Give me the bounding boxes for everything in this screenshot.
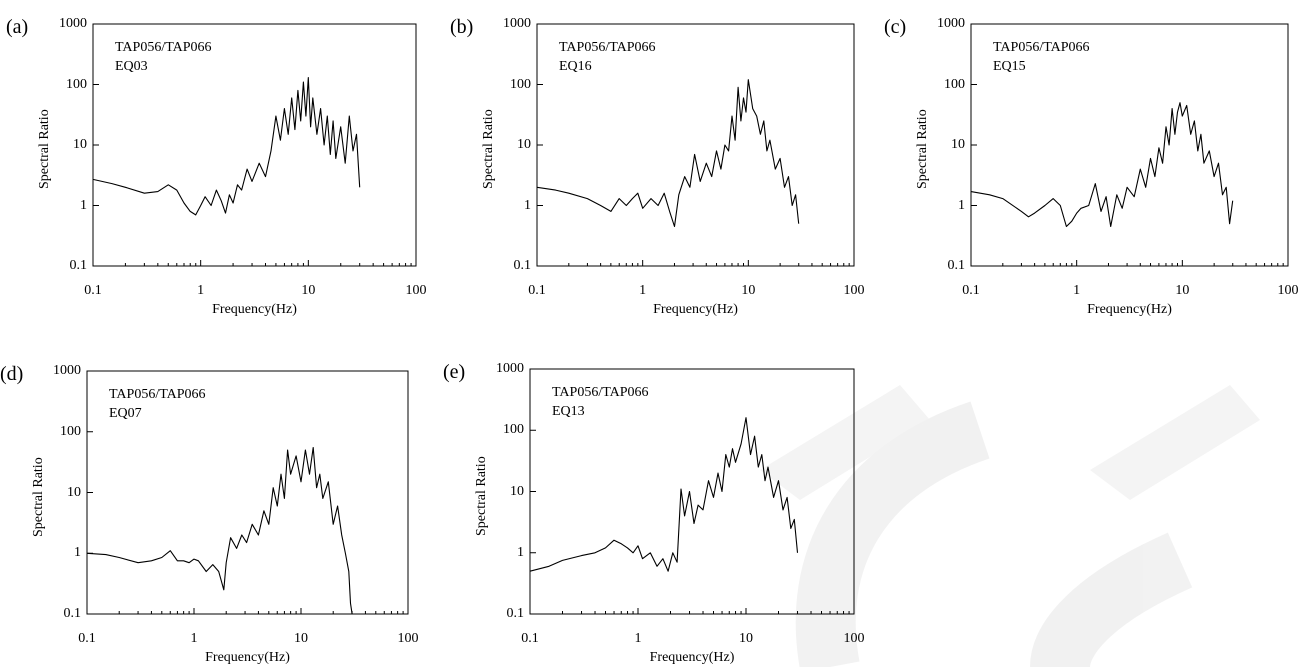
x-tick-label: 100 (843, 631, 865, 646)
x-tick-label: 0.1 (78, 631, 96, 646)
y-tick-label: 100 (944, 76, 965, 92)
x-tick-label: 10 (301, 283, 316, 298)
spectral-ratio-line (86, 446, 353, 615)
y-tick-label: 1000 (503, 16, 531, 31)
event-label: EQ15 (993, 59, 1026, 74)
panel-label: (b) (450, 16, 474, 38)
x-tick-label: 10 (1175, 283, 1190, 298)
y-tick-label: 0.1 (947, 258, 966, 273)
y-tick-label: 1 (74, 545, 81, 561)
panel-label: (d) (0, 363, 24, 385)
spectral-ratio-line (536, 79, 800, 228)
x-tick-label: 1 (634, 631, 642, 646)
y-tick-label: 1000 (59, 16, 87, 31)
y-tick-label: 0.1 (63, 606, 82, 621)
x-tick-label: 1 (1073, 283, 1081, 298)
y-tick-label: 10 (510, 483, 524, 499)
annotation-text: TAP056/TAP066 EQ13 (552, 383, 649, 421)
y-tick-label: 100 (66, 76, 87, 92)
station-pair-label: TAP056/TAP066 (993, 40, 1090, 55)
y-tick-label: 0.1 (513, 258, 532, 273)
y-tick-label: 1 (524, 197, 531, 213)
x-tick-label: 1 (197, 283, 205, 298)
y-tick-label: 100 (503, 422, 524, 438)
spectral-ratio-line (529, 417, 799, 572)
x-tick-label: 10 (294, 631, 308, 646)
y-tick-label: 10 (67, 484, 81, 500)
x-tick-label: 1 (639, 283, 647, 298)
x-tick-label: 100 (1277, 283, 1299, 298)
event-label: EQ16 (559, 59, 592, 74)
y-axis-label: Spectral Ratio (474, 455, 489, 536)
annotation-text: TAP056/TAP066 EQ03 (115, 38, 212, 76)
event-label: EQ07 (109, 406, 142, 421)
spectral-ratio-line (970, 102, 1234, 228)
x-tick-label: 1 (190, 631, 198, 646)
panel-label: (e) (443, 361, 466, 383)
annotation-text: TAP056/TAP066 EQ16 (559, 38, 656, 76)
y-tick-label: 1 (517, 544, 524, 560)
panel-label: (a) (6, 16, 29, 38)
x-tick-label: 10 (741, 283, 756, 298)
event-label: EQ13 (552, 404, 585, 419)
x-tick-label: 0.1 (528, 283, 546, 298)
spectral-ratio-line (92, 77, 361, 216)
y-tick-label: 10 (951, 137, 965, 152)
x-axis-label: Frequency(Hz) (1087, 302, 1172, 317)
x-tick-label: 0.1 (84, 283, 102, 298)
y-tick-label: 1000 (496, 361, 524, 376)
x-axis-label: Frequency(Hz) (653, 302, 738, 317)
y-tick-label: 100 (510, 76, 531, 92)
y-tick-label: 0.1 (506, 606, 525, 621)
x-tick-label: 100 (397, 631, 419, 646)
annotation-text: TAP056/TAP066 EQ15 (993, 38, 1090, 76)
event-label: EQ03 (115, 59, 148, 74)
x-axis-label: Frequency(Hz) (212, 302, 297, 317)
annotation-text: TAP056/TAP066 EQ07 (109, 385, 206, 423)
x-tick-label: 100 (843, 283, 865, 298)
y-tick-label: 1000 (53, 363, 81, 378)
y-tick-label: 1000 (937, 16, 965, 31)
x-tick-label: 0.1 (962, 283, 980, 298)
x-tick-label: 0.1 (521, 631, 539, 646)
station-pair-label: TAP056/TAP066 (559, 40, 656, 55)
station-pair-label: TAP056/TAP066 (109, 387, 206, 402)
x-tick-label: 10 (739, 631, 753, 646)
x-tick-label: 100 (405, 283, 427, 298)
y-tick-label: 1 (958, 197, 965, 213)
y-tick-label: 10 (517, 137, 531, 152)
y-tick-label: 10 (73, 137, 87, 152)
y-tick-label: 0.1 (69, 258, 88, 273)
panel-label: (c) (884, 16, 907, 38)
station-pair-label: TAP056/TAP066 (552, 385, 649, 400)
y-tick-label: 100 (60, 423, 81, 439)
x-axis-label: Frequency(Hz) (649, 650, 735, 665)
y-tick-label: 1 (80, 197, 87, 213)
x-axis-label: Frequency(Hz) (205, 650, 290, 665)
station-pair-label: TAP056/TAP066 (115, 40, 212, 55)
